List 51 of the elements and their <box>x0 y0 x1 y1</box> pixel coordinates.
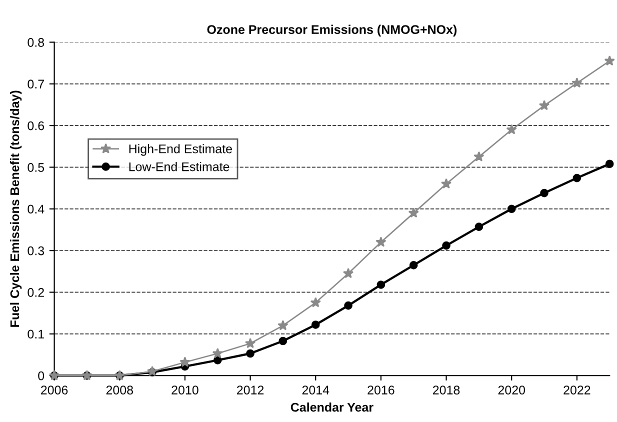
x-tick-label: 2016 <box>368 386 394 394</box>
x-axis-title: Calendar Year <box>290 402 374 412</box>
legend-label: Low-End Estimate <box>129 162 230 172</box>
point <box>376 280 386 289</box>
y-axis-title: Fuel Cycle Emissions Benefit (tons/day) <box>10 90 22 327</box>
y-tick-label: 0.5 <box>28 163 44 172</box>
y-tick-label: 0.7 <box>28 80 44 89</box>
point <box>474 151 484 162</box>
point <box>180 356 190 367</box>
point <box>474 222 484 231</box>
point <box>376 236 386 247</box>
y-tick-label: 0.8 <box>28 38 44 47</box>
x-tick-label: 2010 <box>172 386 198 394</box>
x-tick-label: 2012 <box>237 386 264 394</box>
point <box>244 338 256 348</box>
point <box>604 55 615 66</box>
x-tick-label: 2018 <box>433 386 460 394</box>
x-tick-label: 2022 <box>564 386 590 394</box>
y-tick-label: 0 <box>38 371 44 380</box>
y-tick-label: 0.1 <box>28 330 44 339</box>
point <box>311 320 320 329</box>
point <box>605 160 614 168</box>
x-tick-label: 2006 <box>41 386 68 394</box>
y-tick-label: 0.3 <box>28 246 44 256</box>
point <box>506 124 517 134</box>
point <box>278 336 288 346</box>
point <box>146 366 158 376</box>
point <box>342 268 354 278</box>
point <box>344 301 352 310</box>
point <box>408 208 419 218</box>
point <box>278 320 288 330</box>
point <box>310 297 321 308</box>
point <box>572 174 582 182</box>
y-tick-label: 0.2 <box>28 288 44 297</box>
point <box>538 100 550 110</box>
x-tick-label: 2020 <box>498 386 526 394</box>
point <box>213 356 222 364</box>
point <box>572 77 582 88</box>
y-tick-label: 0.6 <box>28 121 44 130</box>
point <box>246 349 254 358</box>
point <box>540 188 548 198</box>
legend-label: High-End Estimate <box>129 144 232 156</box>
x-tick-label: 2014 <box>302 386 330 394</box>
x-tick-label: 2008 <box>106 386 133 394</box>
y-tick-label: 0.4 <box>28 204 44 214</box>
point <box>440 178 452 189</box>
point <box>442 241 450 250</box>
point <box>409 260 418 270</box>
point <box>212 348 223 358</box>
chart-title: Ozone Precursor Emissions (NMOG+NOx) <box>207 24 457 36</box>
point <box>507 204 516 214</box>
